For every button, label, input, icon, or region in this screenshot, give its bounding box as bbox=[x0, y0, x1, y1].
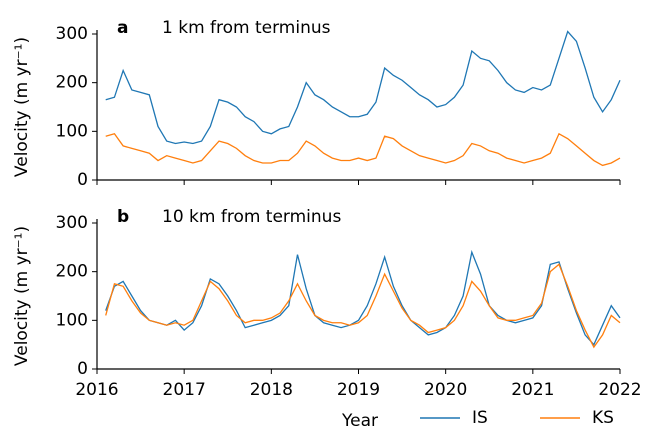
panel-title: 10 km from terminus bbox=[162, 207, 341, 227]
y-tick-label: 0 bbox=[77, 359, 88, 379]
y-tick-label: 200 bbox=[56, 262, 88, 282]
legend-label: IS bbox=[472, 408, 488, 428]
panel-label: a bbox=[117, 18, 128, 38]
x-tick-label: 2020 bbox=[424, 380, 467, 400]
y-tick-label: 300 bbox=[56, 24, 88, 44]
y-tick-label: 100 bbox=[56, 121, 88, 141]
panel-label: b bbox=[117, 207, 129, 227]
x-tick-label: 2019 bbox=[337, 380, 380, 400]
y-axis-label: Velocity (m yr⁻¹) bbox=[12, 226, 32, 366]
x-tick-label: 2017 bbox=[163, 380, 206, 400]
axis-spine bbox=[96, 219, 620, 370]
y-tick-label: 300 bbox=[56, 213, 88, 233]
y-axis-label: Velocity (m yr⁻¹) bbox=[12, 37, 32, 177]
x-tick-label: 2021 bbox=[511, 380, 554, 400]
x-tick-label: 2018 bbox=[250, 380, 293, 400]
y-tick-label: 0 bbox=[77, 170, 88, 190]
y-tick-label: 200 bbox=[56, 73, 88, 93]
series-line bbox=[105, 30, 621, 145]
series-line bbox=[105, 249, 621, 346]
series-line bbox=[105, 132, 621, 167]
y-tick-label: 100 bbox=[56, 310, 88, 330]
legend-label: KS bbox=[592, 408, 614, 428]
panel-title: 1 km from terminus bbox=[162, 18, 331, 38]
x-axis-label: Year bbox=[341, 411, 378, 430]
series-line bbox=[105, 263, 621, 349]
x-tick-label: 2016 bbox=[75, 380, 118, 400]
x-tick-label: 2022 bbox=[598, 380, 641, 400]
